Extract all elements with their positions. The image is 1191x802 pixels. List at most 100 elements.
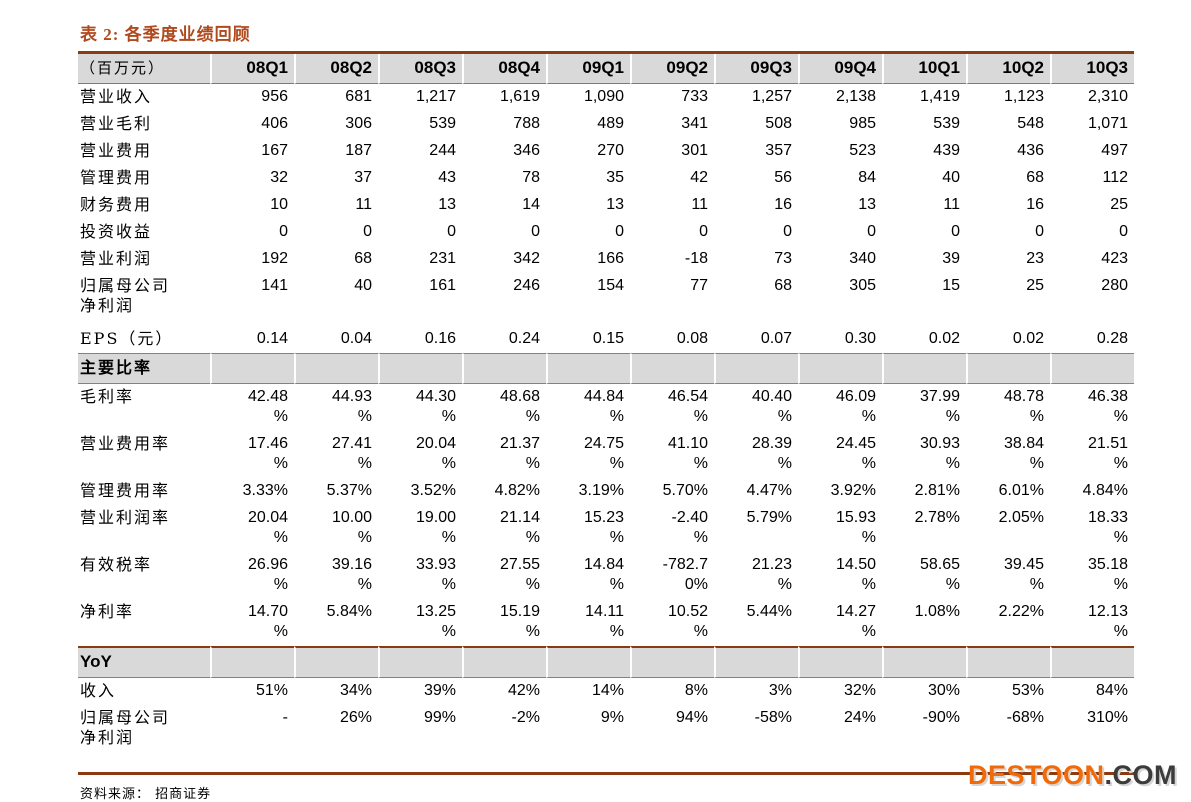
- value-cell: 41.10 %: [667, 435, 708, 472]
- value-cell: 0: [279, 223, 288, 240]
- value-cell: 1,217: [415, 88, 456, 105]
- value-cell: 246: [513, 277, 540, 294]
- value-cell: 4.84%: [1082, 482, 1128, 499]
- value-cell: 497: [1101, 142, 1128, 159]
- value-cell: 30%: [927, 682, 960, 699]
- value-cell: 0.02: [928, 330, 960, 347]
- value-cell: 14: [522, 196, 540, 213]
- table-row: 投资收益 0 0 0 0 0 0 0 0 0 0 0: [78, 219, 1134, 246]
- section-filler-cell: [714, 353, 798, 384]
- value-cell: 15.93 %: [835, 509, 876, 546]
- value-cell: 310%: [1087, 709, 1128, 726]
- value-cell: 1,090: [583, 88, 624, 105]
- table-row: 营业毛利 406 306 539 788 489 341 508 985 539 548 1,071: [78, 111, 1134, 138]
- value-cell: 14.11 %: [585, 603, 624, 640]
- value-cell: 5.70%: [662, 482, 708, 499]
- value-cell: 3%: [768, 682, 792, 699]
- table-row: 营业费用率 17.46 % 27.41 % 20.04 % 21.37 % 24.75 …: [78, 431, 1134, 478]
- value-cell: 13: [606, 196, 624, 213]
- value-cell: 548: [1017, 115, 1044, 132]
- table-body: 营业收入 956 681 1,217 1,619 1,090 733 1,257 2,138 1…: [78, 84, 1134, 772]
- section-filler-cell: [1050, 353, 1134, 384]
- value-cell: 78: [522, 169, 540, 186]
- value-cell: 37: [354, 169, 372, 186]
- quarters-header-row: （百万元） 08Q1 08Q2 08Q3 08Q4 09Q1 09Q2 09Q3…: [78, 54, 1134, 84]
- table-row: 营业利润率 20.04 % 10.00 % 19.00 % 21.14 % 15.23 …: [78, 505, 1134, 552]
- value-cell: 15.19 %: [499, 603, 540, 640]
- value-cell: 0.24: [508, 330, 540, 347]
- value-cell: 84: [858, 169, 876, 186]
- row-label: 营业费用率: [80, 434, 171, 453]
- value-cell: 187: [345, 142, 372, 159]
- row-label: 投资收益: [80, 222, 153, 241]
- value-cell: 0.30: [844, 330, 876, 347]
- value-cell: 21.37 %: [499, 435, 540, 472]
- value-cell: 27.55 %: [499, 556, 540, 593]
- value-cell: 2.81%: [914, 482, 960, 499]
- quarter-header: 08Q2: [294, 54, 378, 84]
- value-cell: 423: [1101, 250, 1128, 267]
- value-cell: 15.23 %: [583, 509, 624, 546]
- value-cell: 8%: [684, 682, 708, 699]
- section-filler-cell: [294, 646, 378, 678]
- value-cell: 436: [1017, 142, 1044, 159]
- value-cell: 2.05%: [998, 509, 1044, 526]
- section-filler-cell: [966, 646, 1050, 678]
- table-row: 收入 51% 34% 39% 42% 14% 8% 3% 32% 30% 53% 84%: [78, 678, 1134, 705]
- value-cell: 46.54 %: [667, 388, 708, 425]
- site-logo[interactable]: DESTOON.COM: [968, 760, 1177, 791]
- quarter-header: 08Q3: [378, 54, 462, 84]
- value-cell: 44.93 %: [331, 388, 372, 425]
- value-cell: 733: [681, 88, 708, 105]
- value-cell: 21.51 %: [1087, 435, 1128, 472]
- value-cell: 523: [849, 142, 876, 159]
- value-cell: 0: [531, 223, 540, 240]
- value-cell: 244: [429, 142, 456, 159]
- section-filler-cell: [798, 646, 882, 678]
- section-header-row: YoY: [78, 646, 1134, 678]
- value-cell: 0: [615, 223, 624, 240]
- value-cell: 192: [261, 250, 288, 267]
- value-cell: 4.82%: [494, 482, 540, 499]
- value-cell: 39%: [423, 682, 456, 699]
- logo-destoon: DESTOON: [967, 760, 1105, 790]
- quarter-header: 09Q1: [546, 54, 630, 84]
- value-cell: 0: [1035, 223, 1044, 240]
- section-filler-cell: [714, 646, 798, 678]
- quarter-header: 09Q4: [798, 54, 882, 84]
- value-cell: 24%: [843, 709, 876, 726]
- value-cell: 19.00 %: [415, 509, 456, 546]
- value-cell: 68: [774, 277, 792, 294]
- value-cell: 13: [858, 196, 876, 213]
- row-label: 营业利润: [80, 249, 153, 268]
- source-note: 资料来源： 招商证券: [80, 787, 212, 802]
- value-cell: 1,257: [751, 88, 792, 105]
- value-cell: -68%: [1006, 709, 1044, 726]
- value-cell: 32%: [843, 682, 876, 699]
- value-cell: 18.33 %: [1087, 509, 1128, 546]
- value-cell: 20.04 %: [415, 435, 456, 472]
- table-row: 营业利润 192 68 231 342 166 -18 73 340 39 23 423: [78, 246, 1134, 273]
- value-cell: 10.52 %: [667, 603, 708, 640]
- value-cell: 14.27 %: [835, 603, 876, 640]
- value-cell: 33.93 %: [415, 556, 456, 593]
- value-cell: 346: [513, 142, 540, 159]
- value-cell: 0.16: [424, 330, 456, 347]
- value-cell: 0.28: [1096, 330, 1128, 347]
- value-cell: 14%: [591, 682, 624, 699]
- value-cell: 34%: [339, 682, 372, 699]
- report-table-container: 表 2: 各季度业绩回顾 （百万元） 08Q1 08Q2 08Q3 08Q4 0…: [78, 20, 1134, 802]
- value-cell: 12.13 %: [1087, 603, 1128, 640]
- row-label: 营业收入: [80, 87, 153, 106]
- value-cell: 16: [774, 196, 792, 213]
- value-cell: 42: [690, 169, 708, 186]
- value-cell: 39: [942, 250, 960, 267]
- value-cell: -2.40 %: [671, 509, 708, 546]
- value-cell: 681: [345, 88, 372, 105]
- value-cell: 166: [597, 250, 624, 267]
- section-filler-cell: [462, 353, 546, 384]
- value-cell: 1,071: [1087, 115, 1128, 132]
- value-cell: 2,138: [835, 88, 876, 105]
- value-cell: 53%: [1011, 682, 1044, 699]
- value-cell: 788: [513, 115, 540, 132]
